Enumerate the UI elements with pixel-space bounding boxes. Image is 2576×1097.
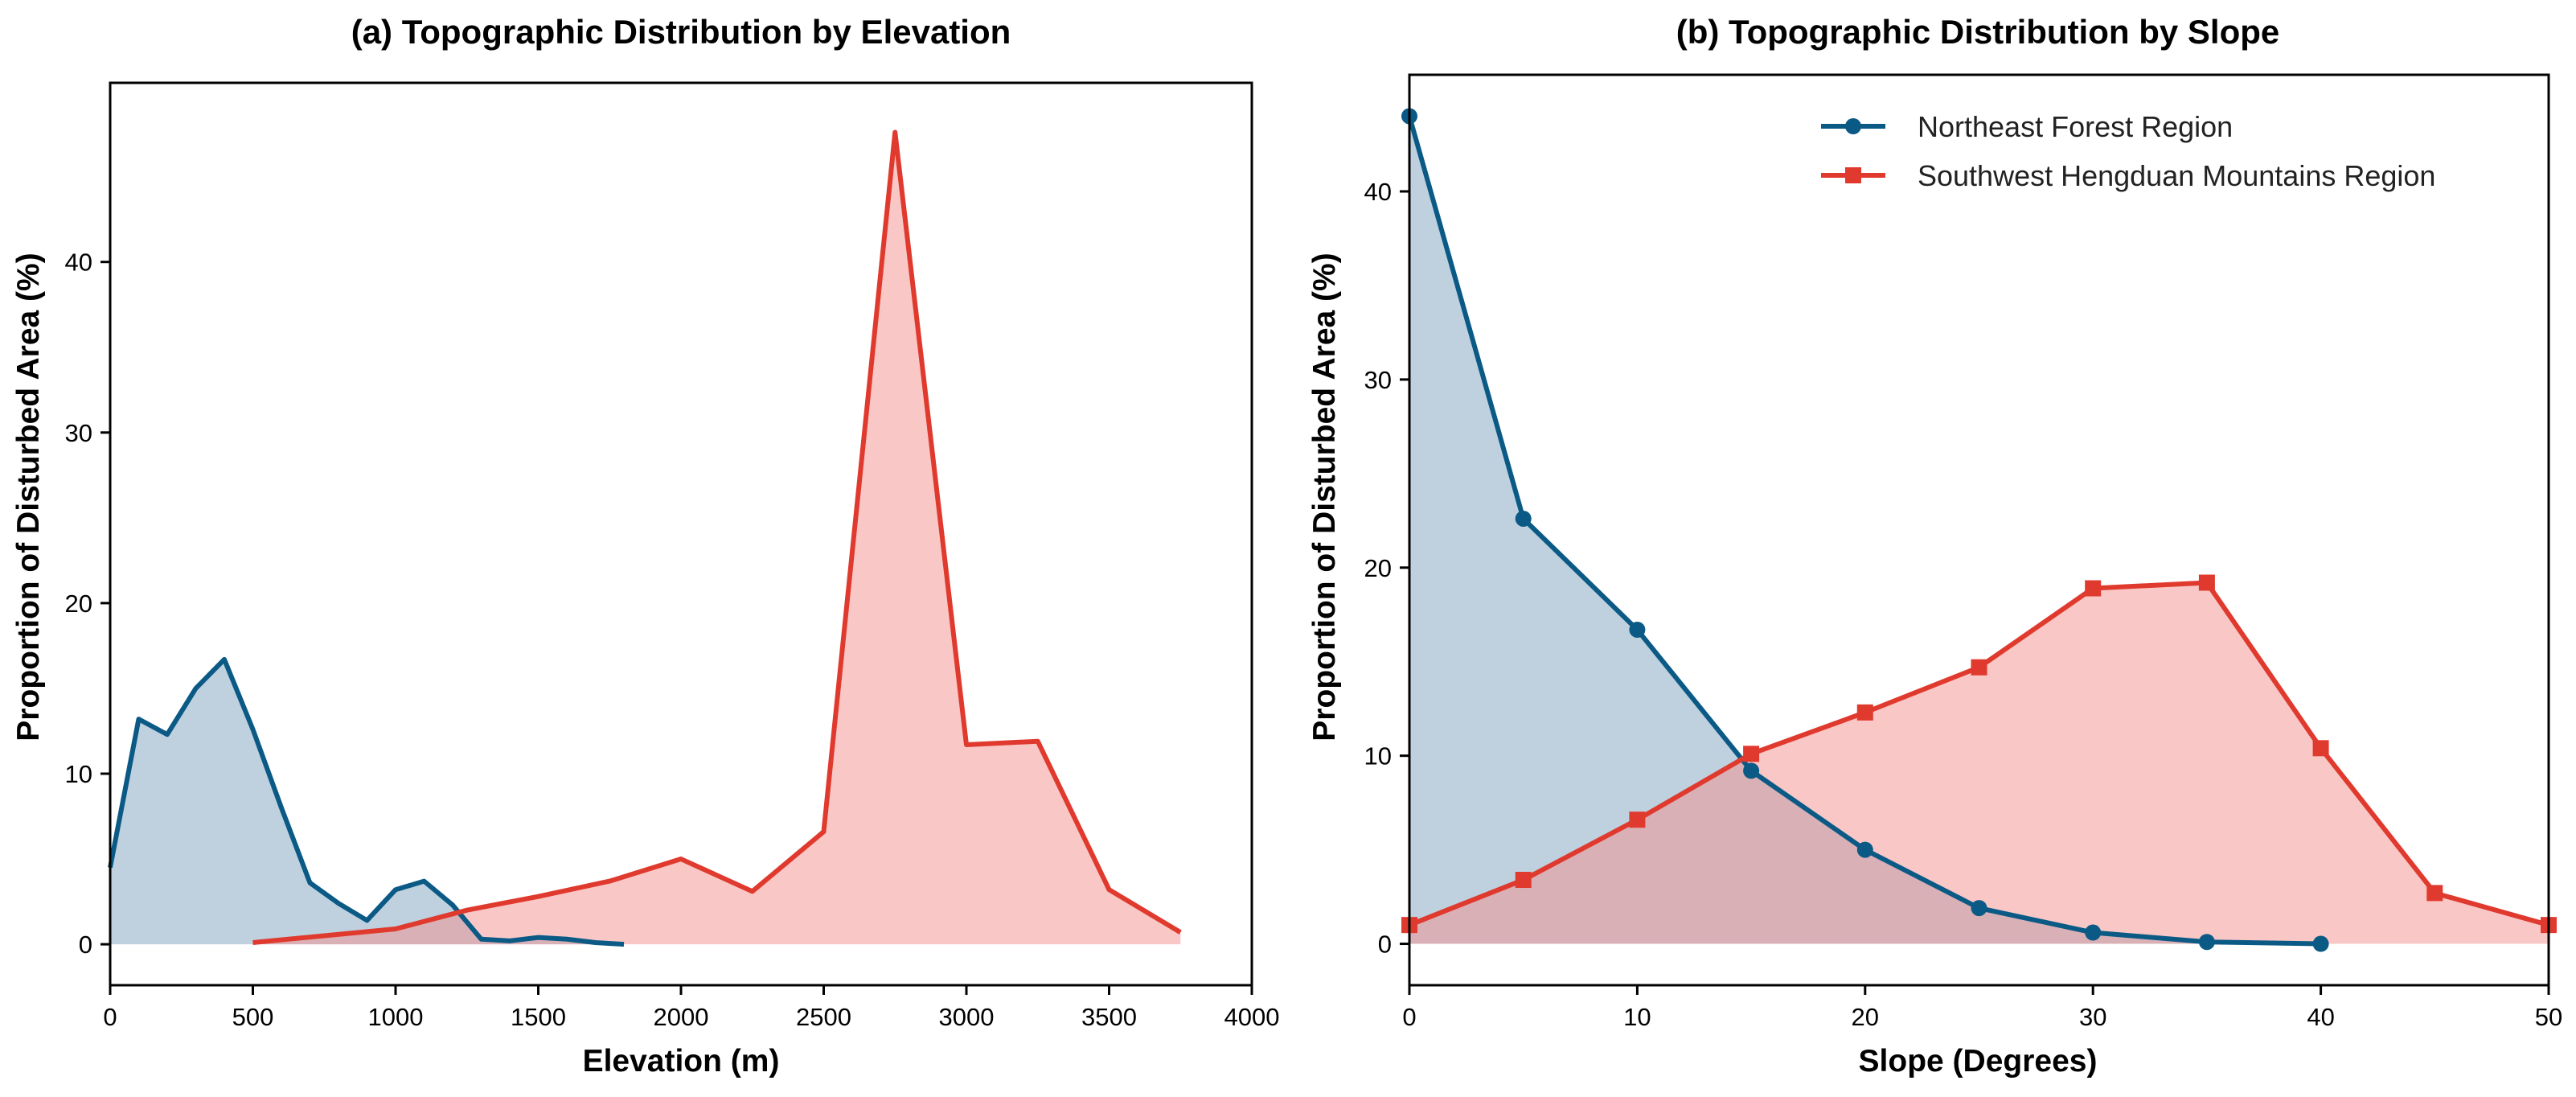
panel-b-xtick-label-3: 30 <box>2079 1003 2106 1031</box>
panel-slope: (b) Topographic Distribution by Slope 0 1… <box>1307 13 2562 1079</box>
panel-b-point-0-4 <box>1856 841 1873 858</box>
panel-a-xtick-label-6: 3000 <box>939 1003 995 1031</box>
panel-a-area-fill-1 <box>252 132 1181 945</box>
panel-a-series-line-1 <box>252 129 1182 945</box>
legend: Northeast Forest Region Southwest Hengdu… <box>1821 110 2435 192</box>
panel-a-xtick-label-1: 500 <box>232 1003 274 1031</box>
panel-b-plot-area: 0 10 20 30 40 50 0 10 20 30 40 <box>1364 73 2562 1031</box>
panel-b-frame <box>1408 73 2550 987</box>
panel-b-xtick-label-5: 50 <box>2535 1003 2562 1031</box>
panel-b-point-0-1 <box>1515 510 1532 527</box>
legend-marker-northeast <box>1845 118 1861 134</box>
panel-b-point-0-5 <box>1971 900 1987 917</box>
panel-b-point-0-3 <box>1743 762 1760 779</box>
panel-b-point-1-8 <box>2312 740 2329 757</box>
panel-b-point-1-4 <box>1856 704 1873 721</box>
panel-a-xtick-label-8: 4000 <box>1224 1003 1280 1031</box>
panel-elevation: (a) Topographic Distribution by Elevatio… <box>11 13 1279 1079</box>
legend-label-southwest: Southwest Hengduan Mountains Region <box>1918 159 2435 192</box>
panel-a-ytick-label-1: 10 <box>65 760 92 788</box>
panel-b-point-1-1 <box>1515 872 1532 889</box>
panel-a-ytick-label-4: 40 <box>65 249 92 277</box>
panel-b-xtick-label-2: 20 <box>1852 1003 1879 1031</box>
panel-a-ytick-label-3: 30 <box>65 419 92 447</box>
panel-b-ytick-label-4: 40 <box>1364 178 1392 206</box>
panel-a-series-line-0 <box>108 656 625 947</box>
panel-b-ytick-label-3: 30 <box>1364 366 1392 394</box>
panel-a-xtick-label-7: 3500 <box>1081 1003 1137 1031</box>
panel-b-xlabel: Slope (Degrees) <box>1859 1044 2098 1079</box>
panel-a-plot-area: 0 500 1000 1500 2000 2500 3000 3500 4000 0 10 20 30 4… <box>65 81 1280 1031</box>
panel-b-xtick-label-0: 0 <box>1402 1003 1416 1031</box>
panel-b-point-1-6 <box>2085 580 2102 597</box>
panel-b-point-0-8 <box>2312 935 2329 952</box>
panel-b-ylabel: Proportion of Disturbed Area (%) <box>1307 253 1342 741</box>
panel-b-point-1-7 <box>2198 574 2215 591</box>
panel-a-ytick-label-0: 0 <box>79 931 92 959</box>
panel-a-area-fill-0 <box>110 659 624 945</box>
panel-a-title: (a) Topographic Distribution by Elevatio… <box>351 13 1011 51</box>
panel-b-xtick-label-1: 10 <box>1623 1003 1651 1031</box>
panel-a-xtick-label-4: 2000 <box>654 1003 709 1031</box>
panel-b-title: (b) Topographic Distribution by Slope <box>1676 13 2280 51</box>
panel-b-ytick-label-1: 10 <box>1364 742 1392 770</box>
panel-b-point-0-6 <box>2085 924 2102 941</box>
panel-a-xtick-label-0: 0 <box>103 1003 117 1031</box>
legend-marker-southwest <box>1845 167 1861 183</box>
legend-label-northeast: Northeast Forest Region <box>1918 110 2233 143</box>
panel-a-xtick-label-2: 1000 <box>368 1003 424 1031</box>
panel-b-xtick-label-4: 40 <box>2307 1003 2334 1031</box>
panel-b-point-1-3 <box>1743 746 1760 762</box>
panel-a-ylabel: Proportion of Disturbed Area (%) <box>11 253 46 741</box>
panel-b-area-fill-0 <box>1409 116 2321 944</box>
panel-a-xtick-label-3: 1500 <box>511 1003 566 1031</box>
panel-a-xlabel: Elevation (m) <box>583 1044 780 1079</box>
panel-a-ytick-label-2: 20 <box>65 590 92 618</box>
panel-b-point-0-7 <box>2198 934 2215 951</box>
panel-b-point-0-2 <box>1629 621 1646 638</box>
panel-b-point-1-9 <box>2426 885 2443 902</box>
panel-b-point-1-2 <box>1629 811 1646 828</box>
panel-b-area-fill-1 <box>1409 582 2549 944</box>
panel-b-point-1-5 <box>1971 659 1987 676</box>
panel-b-ytick-label-0: 0 <box>1378 931 1392 959</box>
panel-b-ytick-label-2: 20 <box>1364 554 1392 582</box>
panel-a-xtick-label-5: 2500 <box>796 1003 851 1031</box>
